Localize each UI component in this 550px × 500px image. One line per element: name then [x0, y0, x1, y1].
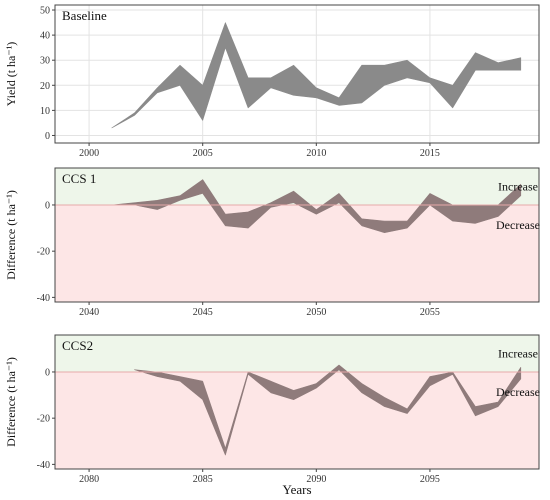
x-axis-label: Years [282, 482, 311, 497]
y-tick-label: 0 [45, 367, 50, 378]
panel-title: CCS 1 [62, 171, 96, 186]
panel-frame [54, 4, 540, 144]
y-tick-label: -20 [37, 247, 50, 258]
panel-frame [54, 334, 540, 470]
x-tick-label: 2050 [306, 307, 326, 318]
x-tick-label: 2040 [79, 307, 99, 318]
x-tick-label: 2080 [79, 474, 99, 485]
range-band [111, 179, 522, 233]
increase-zone [55, 335, 539, 372]
panel-frame [54, 167, 540, 303]
y-axis-label: Yield (t ha⁻¹) [4, 42, 18, 107]
y-tick-label: 0 [45, 131, 50, 142]
x-tick-label: 2085 [193, 474, 213, 485]
y-tick-label: 30 [40, 56, 50, 67]
x-tick-label: 2010 [306, 148, 326, 159]
range-band [111, 22, 522, 129]
x-tick-label: 2055 [420, 307, 440, 318]
x-tick-label: 2045 [193, 307, 213, 318]
y-tick-label: -40 [37, 460, 50, 471]
panel-ccs-1: 2040 2045 2050 2055 -40 -20 0 CCS 1 Difference (… [4, 167, 540, 318]
panel-baseline: 2000 2005 2010 2015 0 10 20 30 40 50 Baseline Yield… [4, 4, 540, 159]
y-tick-label: 10 [40, 106, 50, 117]
range-band [134, 364, 522, 456]
decrease-label: Decrease [496, 385, 540, 399]
decrease-zone [55, 371, 539, 469]
y-tick-label: 20 [40, 81, 50, 92]
x-tick-label: 2015 [420, 148, 440, 159]
x-tick-label: 2090 [306, 474, 326, 485]
decrease-label: Decrease [496, 218, 540, 232]
increase-label: Increase [498, 346, 538, 360]
y-axis-label: Difference (t ha⁻¹) [4, 190, 18, 280]
y-tick-label: 50 [40, 6, 50, 17]
y-tick-label: -20 [37, 414, 50, 425]
panel-ccs2: 2080 2085 2090 2095 -40 -20 0 CCS2 Difference (t… [4, 334, 540, 485]
x-tick-label: 2000 [79, 148, 99, 159]
x-tick-label: 2095 [420, 474, 440, 485]
y-tick-label: -40 [37, 293, 50, 304]
y-tick-label: 0 [45, 200, 50, 211]
panel-title: CCS2 [62, 338, 93, 353]
panel-title: Baseline [62, 8, 107, 23]
increase-label: Increase [498, 179, 538, 193]
y-axis-label: Difference (t ha⁻¹) [4, 357, 18, 447]
x-tick-label: 2005 [193, 148, 213, 159]
y-tick-label: 40 [40, 31, 50, 42]
